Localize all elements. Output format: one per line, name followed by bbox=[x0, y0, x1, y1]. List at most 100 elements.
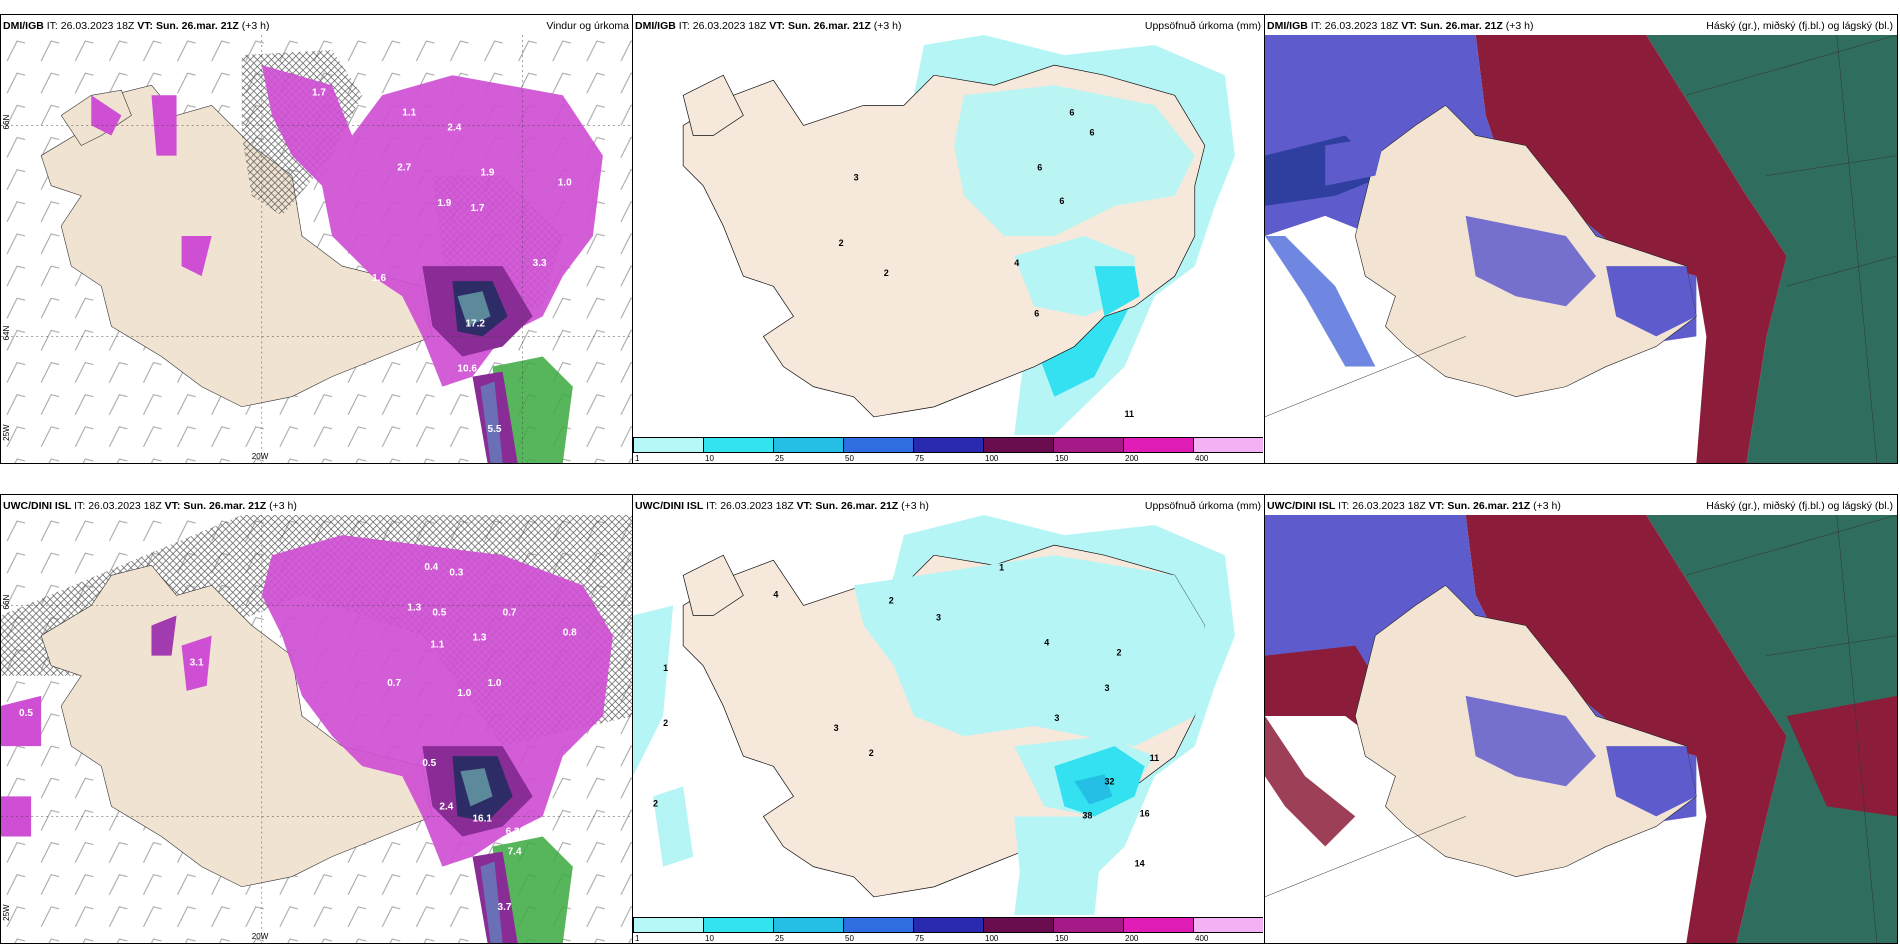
accum-precip-panel-bottom: UWC/DINI ISL IT: 26.03.2023 18Z VT: Sun.… bbox=[632, 494, 1266, 944]
accum-values: 6 6 6 6 3 2 2 4 6 11 bbox=[839, 107, 1134, 419]
vt-label: VT: bbox=[796, 500, 813, 512]
it-label: IT: bbox=[1338, 500, 1350, 512]
model-source: UWC/DINI ISL bbox=[635, 500, 704, 512]
colorbar-swatch bbox=[913, 437, 983, 453]
colorbar-swatch bbox=[913, 917, 983, 933]
lead-time: (+3 h) bbox=[241, 20, 270, 32]
precip-value: 2.4 bbox=[447, 122, 461, 133]
vt-value: Sun. 26.mar. 21Z bbox=[815, 500, 899, 512]
colorbar-swatch bbox=[843, 917, 913, 933]
model-source: DMI/IGB bbox=[1267, 20, 1308, 32]
colorbar-tick-label: 50 bbox=[845, 934, 854, 943]
panel-header: DMI/IGB IT: 26.03.2023 18Z VT: Sun. 26.m… bbox=[1267, 19, 1893, 33]
accum-value: 6 bbox=[1059, 196, 1064, 206]
lon-label-25: 25W bbox=[2, 904, 11, 921]
colorbar-tick-label: 75 bbox=[915, 454, 924, 463]
accum-value: 32 bbox=[1104, 776, 1114, 786]
precip-value: 1.7 bbox=[312, 87, 326, 98]
vt-value: Sun. 26.mar. 21Z bbox=[155, 20, 239, 32]
colorbar-tick-label: 200 bbox=[1125, 934, 1139, 943]
accum-value: 14 bbox=[1135, 859, 1145, 869]
accum-value: 4 bbox=[1044, 638, 1049, 648]
vt-value: Sun. 26.mar. 21Z bbox=[787, 20, 871, 32]
panel-header: UWC/DINI ISL IT: 26.03.2023 18Z VT: Sun.… bbox=[3, 499, 629, 513]
precip-value: 3.3 bbox=[533, 258, 547, 269]
precip-value: 1.0 bbox=[558, 178, 572, 189]
precip-value: 0.4 bbox=[424, 562, 438, 573]
accum-value: 4 bbox=[773, 589, 778, 599]
it-label: IT: bbox=[1310, 20, 1322, 32]
panel-title: Uppsöfnuð úrkoma (mm) bbox=[1144, 500, 1261, 512]
precip-value: 1.1 bbox=[402, 107, 416, 118]
precip-value: 1.1 bbox=[430, 640, 444, 651]
cloud-cover-panel-top: DMI/IGB IT: 26.03.2023 18Z VT: Sun. 26.m… bbox=[1264, 14, 1898, 464]
vt-value: Sun. 26.mar. 21Z bbox=[1447, 500, 1531, 512]
precip-value: 1.0 bbox=[488, 678, 502, 689]
accum-value: 6 bbox=[1089, 127, 1094, 137]
precip-value: 2.7 bbox=[397, 163, 411, 174]
lat-label-66: 66N bbox=[2, 595, 11, 610]
it-value: 26.03.2023 18Z bbox=[60, 20, 135, 32]
vt-label: VT: bbox=[1428, 500, 1445, 512]
it-label: IT: bbox=[46, 20, 58, 32]
precip-values: 0.4 0.3 1.3 0.5 0.7 0.8 1.1 1.3 1.0 0.7 … bbox=[19, 562, 577, 913]
precip-value: 7.4 bbox=[508, 847, 522, 858]
it-label: IT: bbox=[678, 20, 690, 32]
colorbar-swatch bbox=[843, 437, 913, 453]
lat-label-66: 66N bbox=[2, 115, 11, 130]
colorbar-tick-label: 75 bbox=[915, 934, 924, 943]
accum-value: 16 bbox=[1140, 809, 1150, 819]
accum-value: 3 bbox=[936, 613, 941, 623]
wind-precip-map: 66N 25W 20W 0.4 0.3 1.3 0.5 0.7 0.8 1.1 … bbox=[1, 515, 633, 943]
lead-time: (+3 h) bbox=[901, 500, 929, 512]
colorbar-swatch bbox=[1123, 437, 1193, 453]
precip-value: 1.8 bbox=[556, 788, 570, 799]
precip-value: 0.7 bbox=[503, 607, 517, 618]
colorbar-tick-label: 1 bbox=[635, 934, 640, 943]
panel-header: DMI/IGB IT: 26.03.2023 18Z VT: Sun. 26.m… bbox=[3, 19, 629, 33]
colorbar-tick-label: 50 bbox=[845, 454, 854, 463]
it-value: 26.03.2023 18Z bbox=[1352, 500, 1426, 512]
precip-value: 0.5 bbox=[19, 708, 33, 719]
accum-value: 3 bbox=[1104, 683, 1109, 693]
precip-value: 0.7 bbox=[387, 678, 401, 689]
accum-value: 38 bbox=[1082, 811, 1092, 821]
panel-header: UWC/DINI ISL IT: 26.03.2023 18Z VT: Sun.… bbox=[1267, 499, 1893, 513]
lon-label-25: 25W bbox=[2, 424, 11, 441]
colorbar-swatch bbox=[1193, 917, 1263, 933]
vt-label: VT: bbox=[769, 20, 786, 32]
colorbar-tick-label: 10 bbox=[705, 454, 714, 463]
cloud-cover-panel-bottom: UWC/DINI ISL IT: 26.03.2023 18Z VT: Sun.… bbox=[1264, 494, 1898, 944]
wind-map-svg: 66N 25W 20W 0.4 0.3 1.3 0.5 0.7 0.8 1.1 … bbox=[1, 515, 633, 943]
vt-value: Sun. 26.mar. 21Z bbox=[1419, 20, 1503, 32]
it-label: IT: bbox=[706, 500, 718, 512]
accum-value: 2 bbox=[653, 798, 658, 808]
accum-value: 6 bbox=[1069, 107, 1074, 117]
accum-value: 3 bbox=[854, 173, 859, 183]
panel-header: DMI/IGB IT: 26.03.2023 18Z VT: Sun. 26.m… bbox=[635, 19, 1261, 33]
panel-title: Háský (gr.), miðský (fj.bl.) og lágský (… bbox=[1706, 500, 1893, 512]
precip-value: 3.7 bbox=[498, 902, 512, 913]
vt-value: Sun. 26.mar. 21Z bbox=[183, 500, 267, 512]
accum-value: 11 bbox=[1150, 753, 1160, 763]
colorbar-swatch bbox=[1123, 917, 1193, 933]
accum-value: 3 bbox=[834, 723, 839, 733]
precip-value: 5.5 bbox=[488, 424, 502, 435]
precip-value: 1.9 bbox=[481, 168, 495, 179]
colorbar-tick-label: 150 bbox=[1055, 934, 1069, 943]
it-label: IT: bbox=[74, 500, 86, 512]
cloud-map-svg bbox=[1265, 35, 1897, 463]
precip-value: 2.4 bbox=[439, 801, 453, 812]
colorbar-tick-label: 25 bbox=[775, 934, 784, 943]
accum-value: 11 bbox=[1125, 409, 1135, 419]
accum-precip-panel-top: DMI/IGB IT: 26.03.2023 18Z VT: Sun. 26.m… bbox=[632, 14, 1266, 464]
vt-label: VT: bbox=[1401, 20, 1418, 32]
accum-value: 2 bbox=[839, 238, 844, 248]
accum-map-svg: 6 6 6 6 3 2 2 4 6 11 bbox=[682, 35, 1235, 435]
it-value: 26.03.2023 18Z bbox=[720, 500, 794, 512]
colorbar-swatch bbox=[1053, 917, 1123, 933]
precip-values: 1.7 1.1 2.4 2.7 1.9 1.9 1.0 1.7 1.6 17.2… bbox=[312, 87, 572, 435]
panel-header: UWC/DINI ISL IT: 26.03.2023 18Z VT: Sun.… bbox=[635, 499, 1261, 513]
accum-value: 4 bbox=[1014, 258, 1019, 268]
wind-precip-panel-top: DMI/IGB IT: 26.03.2023 18Z VT: Sun. 26.m… bbox=[0, 14, 634, 464]
